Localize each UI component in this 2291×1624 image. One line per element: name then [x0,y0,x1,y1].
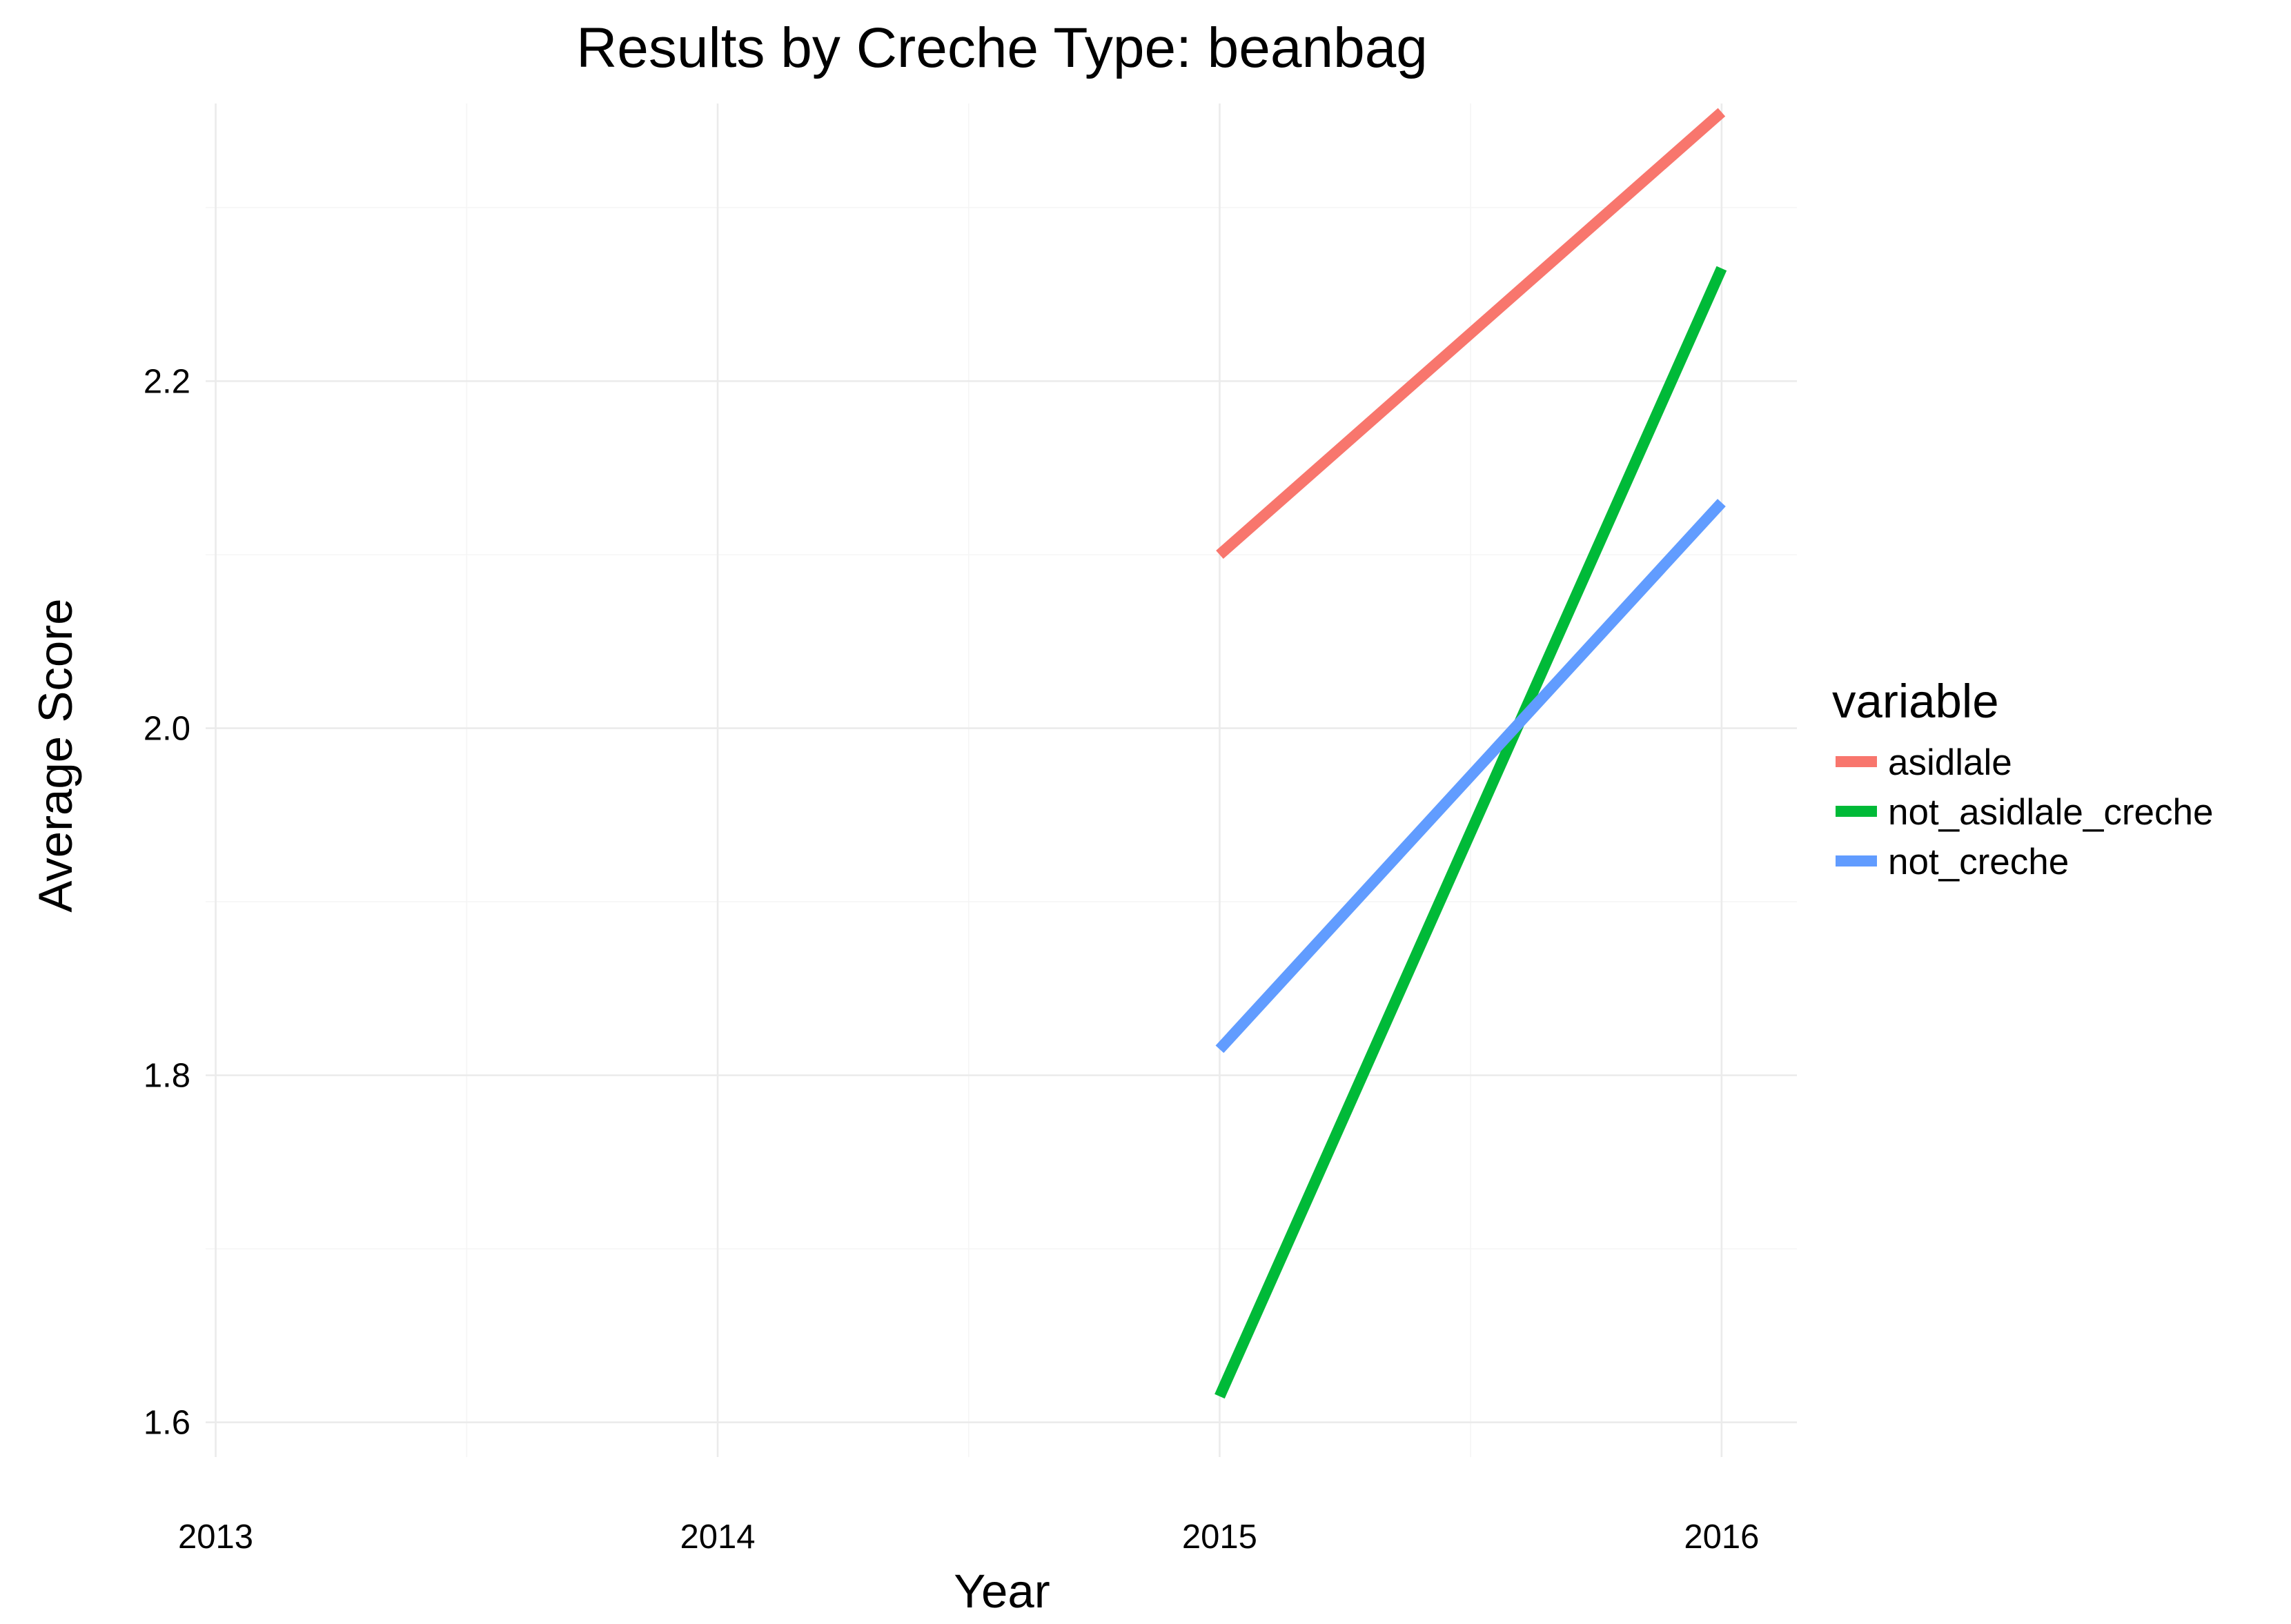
x-tick-label: 2013 [178,1518,253,1556]
y-tick-label: 1.8 [144,1058,190,1095]
y-tick-label: 1.6 [144,1405,190,1442]
legend-label: not_asidlale_creche [1888,792,2213,833]
x-tick-label: 2016 [1684,1518,1759,1556]
x-tick-label: 2015 [1182,1518,1257,1556]
legend-title: variable [1832,675,1999,728]
series-line-asidlale [1216,108,1726,560]
legend-label: asidlale [1888,742,2012,783]
series-line-not-creche [1215,499,1726,1053]
y-axis-title: Average Score [29,598,82,912]
series-line-not-asidlale-creche [1215,266,1727,1399]
legend-label: not_creche [1888,842,2069,882]
chart-title: Results by Creche Type: beanbag [576,17,1428,79]
axis-layer: 2013 2014 2015 2016 1.6 1.8 2.0 2.2 [144,363,1760,1556]
series-layer [1215,108,1727,1399]
legend: variable asidlale not_asidlale_creche not_… [1832,675,2213,882]
grid-layer [206,103,1797,1457]
y-tick-label: 2.2 [144,363,190,400]
legend-items: asidlale not_asidlale_creche not_creche [1836,742,2213,882]
x-tick-label: 2014 [680,1518,755,1556]
x-axis-title: Year [954,1565,1050,1618]
y-tick-label: 2.0 [144,711,190,748]
